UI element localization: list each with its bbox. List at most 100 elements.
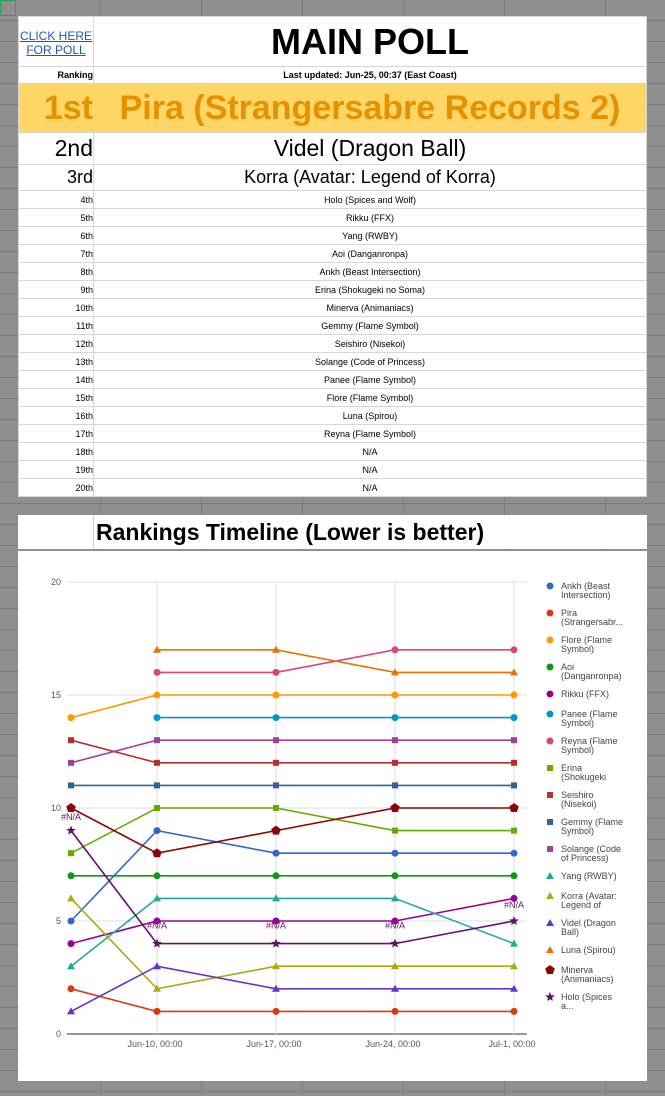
main-poll-table: CLICK HERE FOR POLL MAIN POLL Ranking La… <box>18 16 647 497</box>
character-name[interactable]: Erina (Shokugeki no Soma) <box>93 280 647 299</box>
character-name[interactable]: Reyna (Flame Symbol) <box>93 424 647 443</box>
rank-position[interactable]: 11th <box>18 316 94 335</box>
legend-label[interactable]: Flore (Flame Symbol) <box>561 635 612 654</box>
legend-label[interactable]: Minerva (Animaniacs) <box>561 965 614 984</box>
rank-position[interactable]: 15th <box>18 388 94 407</box>
character-name[interactable]: Luna (Spirou) <box>93 406 647 425</box>
selected-cell[interactable] <box>0 0 16 16</box>
character-name[interactable]: Solange (Code of Princess) <box>93 352 647 371</box>
data-point <box>391 646 399 654</box>
data-point <box>271 938 281 948</box>
rank-position[interactable]: 19th <box>18 460 94 479</box>
rank-position[interactable]: 2nd <box>18 132 94 165</box>
data-point <box>390 938 400 948</box>
data-point <box>153 962 161 970</box>
data-point <box>272 984 280 992</box>
rank-position[interactable]: 17th <box>18 424 94 443</box>
data-point <box>391 668 399 676</box>
character-name[interactable]: Holo (Spices and Wolf) <box>93 190 647 209</box>
data-point <box>67 940 75 948</box>
legend-label[interactable]: Panee (Flame Symbol) <box>561 709 618 728</box>
character-name[interactable]: Aoi (Danganronpa) <box>93 244 647 263</box>
character-name[interactable]: Pira (Strangersabre Records 2) <box>93 83 647 133</box>
data-point <box>153 1007 161 1015</box>
rank-position[interactable]: 12th <box>18 334 94 353</box>
character-name[interactable]: Ankh (Beast Intersection) <box>93 262 647 281</box>
legend-label[interactable]: Aoi (Danganronpa) <box>561 662 622 681</box>
legend-label[interactable]: Ankh (Beast Intersection) <box>561 581 611 600</box>
legend-label[interactable]: Rikku (FFX) <box>561 689 609 699</box>
series-line <box>70 988 514 1013</box>
data-point <box>153 872 161 880</box>
rank-position[interactable]: 13th <box>18 352 94 371</box>
character-name[interactable]: N/A <box>93 460 647 479</box>
data-point <box>153 984 161 992</box>
rank-position[interactable]: 9th <box>18 280 94 299</box>
na-label: #N/A <box>61 812 81 822</box>
rank-position[interactable]: 4th <box>18 190 94 209</box>
rank-position[interactable]: 20th <box>18 478 94 497</box>
x-tick-label: Jun-17, 00:00 <box>246 1039 301 1049</box>
legend-label[interactable]: Yang (RWBY) <box>561 871 617 881</box>
character-name[interactable]: Videl (Dragon Ball) <box>93 132 647 165</box>
legend-label[interactable]: Seishiro (Nisekoi) <box>561 790 597 809</box>
legend-label[interactable]: Gemmy (Flame Symbol) <box>561 817 623 836</box>
legend-label[interactable]: Luna (Spirou) <box>561 945 616 955</box>
y-tick-label: 15 <box>51 690 61 700</box>
character-name[interactable]: N/A <box>93 442 647 461</box>
character-name[interactable]: Flore (Flame Symbol) <box>93 388 647 407</box>
data-point <box>67 962 75 970</box>
y-tick-label: 5 <box>56 916 61 926</box>
timeline-header: Rankings Timeline (Lower is better) <box>18 515 647 549</box>
na-label: #N/A <box>385 921 405 931</box>
data-point <box>153 668 161 676</box>
data-point <box>509 916 519 925</box>
legend-label[interactable]: Videl (Dragon Ball) <box>561 918 616 937</box>
legend-label[interactable]: Korra (Avatar: Legend of <box>561 891 617 910</box>
data-point <box>391 849 399 857</box>
data-point <box>510 962 518 970</box>
legend-marker <box>546 710 554 718</box>
legend-label[interactable]: Pira (Strangersabr... <box>561 608 623 627</box>
data-point <box>272 1007 280 1015</box>
rank-position[interactable]: 3rd <box>18 164 94 191</box>
legend-label[interactable]: Reyna (Flame Symbol) <box>561 736 618 755</box>
legend-label[interactable]: Holo (Spices a... <box>561 992 613 1011</box>
character-name[interactable]: N/A <box>93 478 647 497</box>
data-point <box>153 894 161 902</box>
data-point <box>152 938 162 948</box>
chart-title: Rankings Timeline (Lower is better) <box>96 519 485 545</box>
poll-link[interactable]: CLICK HERE FOR POLL <box>19 28 93 57</box>
rank-position[interactable]: 1st <box>18 83 94 133</box>
rank-position[interactable]: 7th <box>18 244 94 263</box>
legend-marker <box>545 965 555 974</box>
rank-position[interactable]: 14th <box>18 370 94 389</box>
data-point <box>153 691 161 699</box>
na-label: #N/A <box>504 900 524 910</box>
rank-position[interactable]: 8th <box>18 262 94 281</box>
ranking-row: 19th N/A <box>18 460 647 479</box>
series-line <box>70 739 514 764</box>
character-name[interactable]: Rikku (FFX) <box>93 208 647 227</box>
legend-label[interactable]: Solange (Code of Princess) <box>561 844 621 863</box>
data-point <box>272 917 280 925</box>
data-point <box>391 714 399 722</box>
ranking-row: 1st Pira (Strangersabre Records 2) <box>18 83 647 133</box>
chart-canvas[interactable]: 0 5 10 15 20 Jun-10, 00:00 Jun-17, 00:00 Jun-24… <box>18 551 647 1081</box>
character-name[interactable]: Gemmy (Flame Symbol) <box>93 316 647 335</box>
character-name[interactable]: Korra (Avatar: Legend of Korra) <box>93 164 647 191</box>
data-point <box>272 691 280 699</box>
character-name[interactable]: Minerva (Animaniacs) <box>93 298 647 317</box>
rank-position[interactable]: 18th <box>18 442 94 461</box>
legend-label[interactable]: Erina (Shokugeki <box>561 763 606 782</box>
character-name[interactable]: Yang (RWBY) <box>93 226 647 245</box>
rank-position[interactable]: 16th <box>18 406 94 425</box>
poll-link-cell[interactable]: CLICK HERE FOR POLL <box>18 16 94 67</box>
rank-position[interactable]: 6th <box>18 226 94 245</box>
rankings-timeline-chart[interactable]: 0 5 10 15 20 Jun-10, 00:00 Jun-17, 00:00 Jun-24… <box>18 551 647 1081</box>
rank-position[interactable]: 10th <box>18 298 94 317</box>
rank-position[interactable]: 5th <box>18 208 94 227</box>
character-name[interactable]: Seishiro (Nisekoi) <box>93 334 647 353</box>
character-name[interactable]: Panee (Flame Symbol) <box>93 370 647 389</box>
data-point <box>272 645 280 653</box>
